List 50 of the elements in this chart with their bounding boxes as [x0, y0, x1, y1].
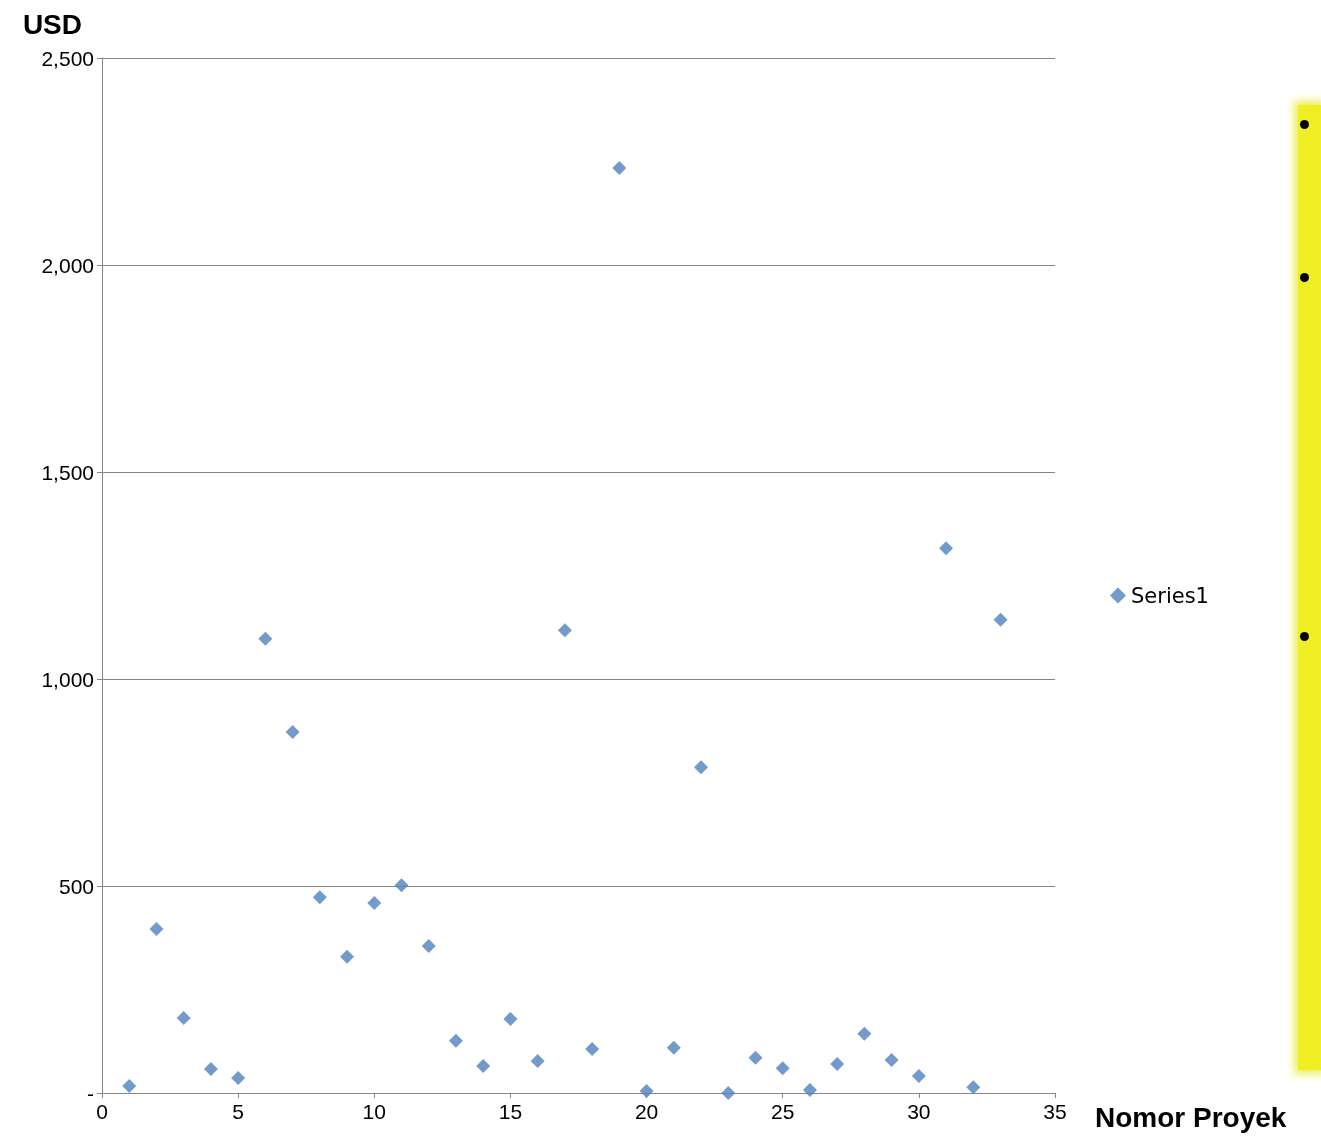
point — [421, 939, 436, 954]
point — [149, 922, 164, 937]
point — [448, 1033, 463, 1048]
point — [775, 1061, 790, 1076]
point — [312, 890, 327, 905]
point — [394, 878, 409, 893]
point — [939, 541, 954, 556]
point — [993, 612, 1008, 627]
point — [476, 1059, 491, 1074]
y-tick-label: 1,000 — [41, 667, 94, 691]
legend-label: Series1 — [1131, 583, 1209, 608]
x-tick-label: 0 — [96, 1100, 108, 1123]
point — [530, 1054, 545, 1069]
y-tick-label: 2,500 — [41, 46, 94, 70]
x-tick-label: 20 — [634, 1100, 659, 1123]
y-axis-title: USD — [22, 8, 82, 40]
point — [557, 623, 572, 638]
point — [966, 1080, 981, 1095]
point — [176, 1011, 191, 1026]
point — [857, 1026, 872, 1041]
point — [911, 1069, 926, 1084]
point — [830, 1057, 845, 1072]
point — [122, 1078, 137, 1093]
point — [367, 895, 382, 910]
point — [639, 1083, 654, 1098]
point — [666, 1040, 681, 1055]
point — [203, 1061, 218, 1076]
point — [340, 949, 355, 964]
point — [612, 161, 627, 176]
point — [802, 1083, 817, 1098]
point — [884, 1052, 899, 1067]
x-tick-label: 5 — [232, 1100, 244, 1123]
point — [721, 1086, 736, 1100]
x-tick-label: 35 — [1043, 1100, 1067, 1123]
point — [748, 1050, 763, 1065]
point — [231, 1071, 246, 1086]
x-axis-title: Nomor Proyek — [1095, 1101, 1287, 1133]
point — [694, 760, 709, 775]
y-tick-label: 1,500 — [41, 460, 94, 484]
y-tick-label: - — [87, 1081, 94, 1105]
point — [258, 631, 273, 646]
x-tick-label: 15 — [498, 1100, 523, 1123]
point — [503, 1011, 518, 1026]
x-tick-label: 10 — [362, 1100, 386, 1123]
x-tick-label: 25 — [771, 1100, 795, 1123]
x-tick-label: 30 — [907, 1100, 931, 1123]
point — [585, 1042, 600, 1057]
point — [285, 724, 300, 739]
y-tick-label: 2,000 — [41, 253, 94, 277]
y-tick-label: 500 — [58, 874, 94, 898]
